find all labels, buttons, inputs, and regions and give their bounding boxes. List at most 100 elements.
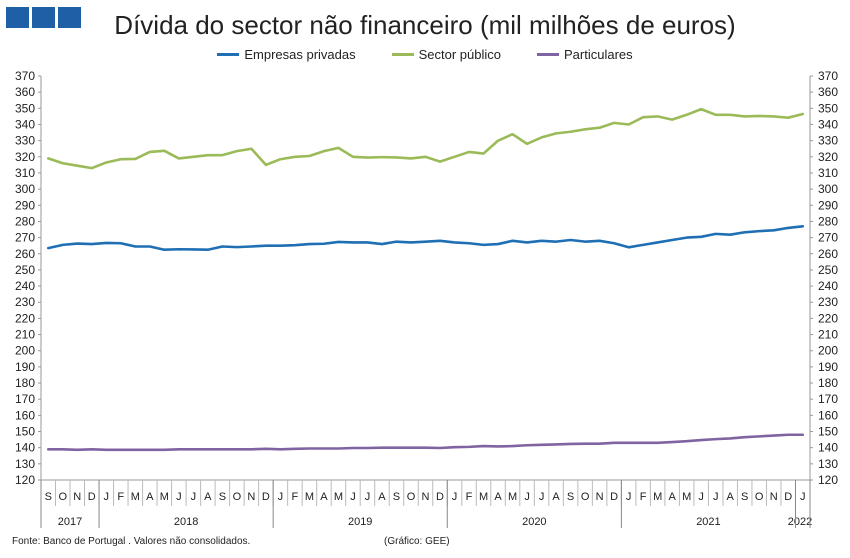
x-tick-label-month: J bbox=[452, 491, 458, 503]
legend-item-sector-publico: Sector público bbox=[391, 47, 502, 62]
y-tick-label-left: 190 bbox=[15, 360, 35, 374]
legend-swatch-particulares bbox=[537, 53, 560, 56]
x-tick-label-month: N bbox=[770, 491, 778, 503]
x-tick-label-month: O bbox=[233, 491, 242, 503]
x-year-label: 2020 bbox=[522, 516, 546, 528]
y-tick-label-left: 120 bbox=[15, 473, 35, 487]
x-year-label: 2018 bbox=[174, 516, 198, 528]
x-tick-label-month: N bbox=[247, 491, 255, 503]
x-tick-label-month: O bbox=[58, 491, 67, 503]
x-tick-label-month: A bbox=[552, 491, 560, 503]
y-tick-label-left: 290 bbox=[15, 198, 35, 212]
x-tick-label-month: M bbox=[160, 491, 169, 503]
y-tick-label-right: 360 bbox=[818, 85, 838, 99]
footer-credit: (Gráfico: GEE) bbox=[384, 536, 450, 547]
x-tick-label-month: F bbox=[640, 491, 647, 503]
y-tick-label-right: 170 bbox=[818, 392, 838, 406]
x-tick-label-month: N bbox=[73, 491, 81, 503]
legend-label-empresas-privadas: Empresas privadas bbox=[244, 47, 356, 62]
y-tick-label-right: 180 bbox=[818, 376, 838, 390]
x-tick-label-month: J bbox=[104, 491, 110, 503]
y-tick-label-right: 190 bbox=[818, 360, 838, 374]
y-tick-label-right: 130 bbox=[818, 457, 838, 471]
y-tick-label-left: 220 bbox=[15, 311, 35, 325]
x-tick-label-month: N bbox=[596, 491, 604, 503]
x-tick-label-month: M bbox=[653, 491, 662, 503]
x-tick-label-month: D bbox=[784, 491, 792, 503]
x-tick-label-month: N bbox=[422, 491, 430, 503]
y-tick-label-right: 150 bbox=[818, 425, 838, 439]
y-tick-label-left: 200 bbox=[15, 344, 35, 358]
x-tick-label-month: F bbox=[292, 491, 299, 503]
x-tick-label-month: J bbox=[191, 491, 197, 503]
y-tick-label-right: 280 bbox=[818, 214, 838, 228]
x-tick-label-month: O bbox=[407, 491, 416, 503]
x-tick-label-month: S bbox=[219, 491, 226, 503]
legend-swatch-empresas-privadas bbox=[217, 53, 240, 56]
legend-item-particulares: Particulares bbox=[537, 47, 633, 62]
x-tick-label-month: D bbox=[436, 491, 444, 503]
legend-label-sector-publico: Sector público bbox=[418, 47, 502, 62]
x-tick-label-month: J bbox=[278, 491, 284, 503]
y-tick-label-right: 340 bbox=[818, 117, 838, 131]
y-tick-label-left: 330 bbox=[15, 134, 35, 148]
y-tick-label-left: 180 bbox=[15, 376, 35, 390]
series-line-empresas-privadas bbox=[46, 224, 805, 252]
y-tick-label-right: 120 bbox=[818, 473, 838, 487]
x-tick-label-month: D bbox=[262, 491, 270, 503]
x-year-label: 2017 bbox=[58, 516, 82, 528]
y-tick-label-right: 270 bbox=[818, 231, 838, 245]
y-tick-label-right: 350 bbox=[818, 101, 838, 115]
y-tick-label-left: 230 bbox=[15, 295, 35, 309]
series-line-sector-publico bbox=[46, 107, 805, 170]
y-tick-label-right: 300 bbox=[818, 182, 838, 196]
x-year-label: 2022 bbox=[788, 516, 812, 528]
x-tick-label-month: M bbox=[682, 491, 691, 503]
y-tick-label-left: 270 bbox=[15, 231, 35, 245]
x-tick-label-month: J bbox=[800, 491, 806, 503]
y-tick-label-left: 240 bbox=[15, 279, 35, 293]
y-tick-label-right: 230 bbox=[818, 295, 838, 309]
logo-square-3 bbox=[58, 7, 81, 28]
y-tick-label-left: 130 bbox=[15, 457, 35, 471]
x-tick-label-month: S bbox=[567, 491, 574, 503]
y-tick-label-left: 210 bbox=[15, 328, 35, 342]
x-tick-label-month: M bbox=[131, 491, 140, 503]
x-tick-label-month: A bbox=[494, 491, 502, 503]
y-tick-label-left: 160 bbox=[15, 408, 35, 422]
logo-square-2 bbox=[32, 7, 55, 28]
x-tick-label-month: A bbox=[668, 491, 676, 503]
x-tick-label-month: S bbox=[393, 491, 400, 503]
x-tick-label-month: M bbox=[479, 491, 488, 503]
x-tick-label-month: M bbox=[334, 491, 343, 503]
x-tick-label-month: J bbox=[698, 491, 704, 503]
y-tick-label-right: 140 bbox=[818, 441, 838, 455]
y-tick-label-right: 320 bbox=[818, 150, 838, 164]
y-tick-label-left: 150 bbox=[15, 425, 35, 439]
chart-title: Dívida do sector não financeiro (mil mil… bbox=[114, 10, 736, 40]
x-tick-label-month: J bbox=[176, 491, 182, 503]
y-tick-label-left: 300 bbox=[15, 182, 35, 196]
y-tick-label-left: 320 bbox=[15, 150, 35, 164]
y-tick-label-right: 200 bbox=[818, 344, 838, 358]
x-tick-label-month: J bbox=[539, 491, 545, 503]
y-tick-label-left: 260 bbox=[15, 247, 35, 261]
x-tick-label-month: M bbox=[508, 491, 517, 503]
y-tick-label-right: 290 bbox=[818, 198, 838, 212]
y-tick-label-left: 370 bbox=[15, 69, 35, 83]
y-tick-label-left: 340 bbox=[15, 117, 35, 131]
x-tick-label-month: S bbox=[45, 491, 52, 503]
y-tick-label-left: 250 bbox=[15, 263, 35, 277]
x-tick-label-month: A bbox=[204, 491, 212, 503]
y-tick-label-right: 310 bbox=[818, 166, 838, 180]
x-year-label: 2019 bbox=[348, 516, 372, 528]
x-tick-label-month: S bbox=[741, 491, 748, 503]
x-tick-label-month: J bbox=[365, 491, 371, 503]
x-tick-label-month: D bbox=[88, 491, 96, 503]
x-tick-label-month: M bbox=[305, 491, 314, 503]
x-tick-label-month: F bbox=[117, 491, 124, 503]
x-year-label: 2021 bbox=[696, 516, 720, 528]
x-tick-label-month: J bbox=[713, 491, 719, 503]
x-tick-label-month: A bbox=[727, 491, 735, 503]
